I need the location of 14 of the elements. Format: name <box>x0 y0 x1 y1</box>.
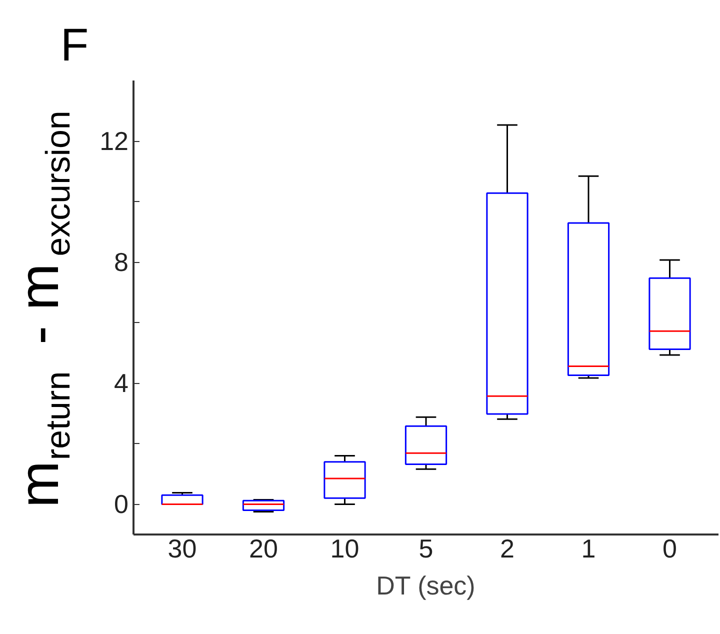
y-axis-title: mreturn - mexcursion <box>7 110 78 508</box>
y-tick-label: 12 <box>100 126 128 156</box>
x-tick-label: 2 <box>500 534 514 564</box>
y-tick-label: 4 <box>114 368 129 398</box>
x-tick-label: 0 <box>662 534 677 564</box>
x-tick-label: 30 <box>168 534 197 564</box>
x-tick-label: 1 <box>581 534 596 564</box>
chart-title: F <box>60 18 89 70</box>
y-tick-label: 8 <box>114 247 129 278</box>
y-tick-label: 0 <box>114 489 129 520</box>
x-axis-title: DT (sec) <box>376 570 476 600</box>
x-tick-label: 10 <box>330 534 360 564</box>
x-tick-label: 5 <box>418 534 434 564</box>
x-tick-label: 20 <box>249 534 278 564</box>
